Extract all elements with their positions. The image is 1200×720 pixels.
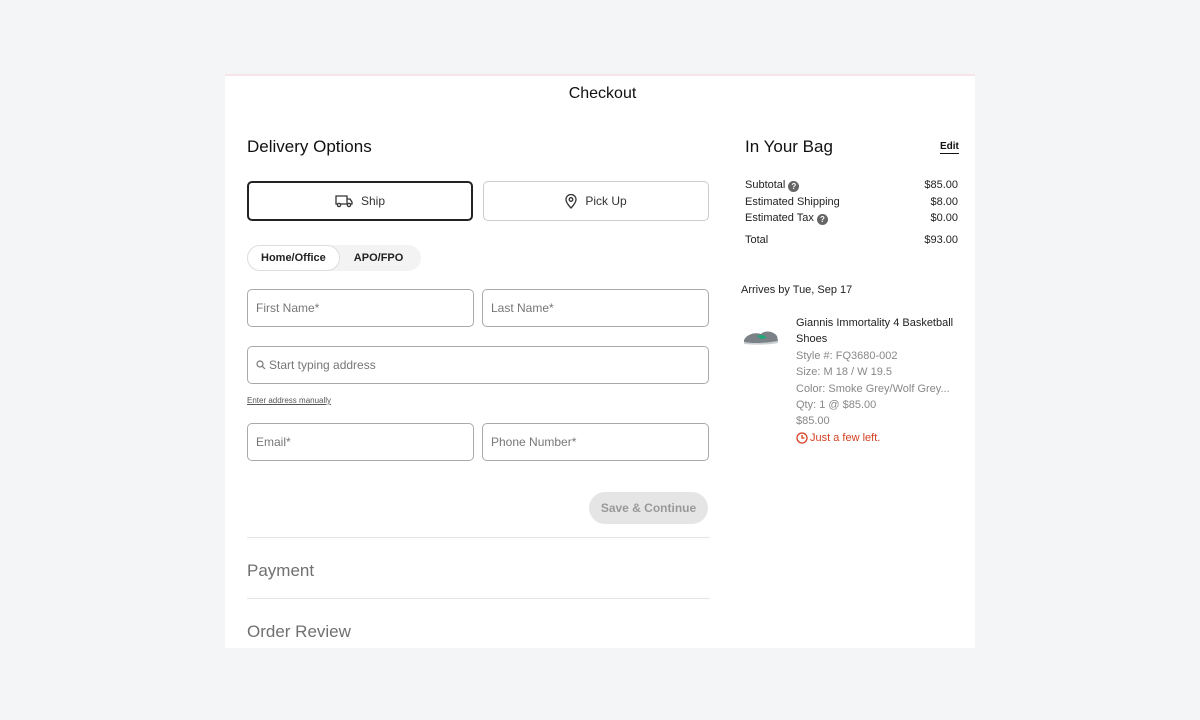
product-name[interactable]: Giannis Immortality 4 Basketball Shoes [796, 317, 954, 346]
clock-icon [796, 432, 808, 444]
address-type-apo-fpo[interactable]: APO/FPO [353, 252, 404, 264]
divider [247, 598, 710, 599]
product-qty: Qty: 1 @ $85.00 [796, 399, 877, 412]
address-search-input[interactable]: Start typing address [247, 346, 709, 384]
delivery-options-heading: Delivery Options [247, 137, 372, 156]
tax-row: Estimated Tax? $0.00 [745, 212, 958, 225]
help-icon[interactable]: ? [788, 181, 800, 192]
address-type-home-office[interactable]: Home/Office [247, 245, 340, 271]
address-placeholder: Start typing address [269, 358, 376, 372]
divider [247, 537, 710, 538]
edit-bag-link[interactable]: Edit [940, 141, 959, 154]
last-name-input[interactable]: Last Name* [482, 289, 709, 327]
phone-input[interactable]: Phone Number* [482, 423, 709, 461]
shipping-label: Estimated Shipping [745, 196, 840, 208]
total-value: $93.00 [924, 234, 958, 246]
subtotal-label: Subtotal [745, 179, 786, 191]
pickup-label: Pick Up [585, 194, 627, 208]
total-row: Total $93.00 [745, 234, 958, 246]
checkout-panel: Checkout Delivery Options Ship Pick Up H… [225, 74, 975, 648]
truck-icon [335, 195, 353, 208]
email-input[interactable]: Email* [247, 423, 474, 461]
tax-label: Estimated Tax [745, 212, 814, 224]
pickup-option-button[interactable]: Pick Up [483, 181, 709, 221]
ship-label: Ship [360, 194, 386, 208]
subtotal-row: Subtotal? $85.00 [745, 179, 958, 192]
stock-warning-text: Just a few left. [810, 431, 881, 444]
subtotal-value: $85.00 [924, 179, 958, 191]
bag-item: Giannis Immortality 4 Basketball Shoes S… [796, 315, 961, 446]
enter-address-manually-link[interactable]: Enter address manually [247, 396, 332, 405]
ship-option-button[interactable]: Ship [247, 181, 473, 221]
first-name-input[interactable]: First Name* [247, 289, 474, 327]
shipping-row: Estimated Shipping $8.00 [745, 196, 958, 208]
product-style: Style #: FQ3680-002 [796, 349, 898, 362]
product-price: $85.00 [796, 415, 830, 428]
product-size: Size: M 18 / W 19.5 [796, 366, 892, 379]
product-thumbnail[interactable] [743, 328, 779, 346]
address-type-toggle: Home/Office APO/FPO [247, 245, 421, 271]
payment-section-heading[interactable]: Payment [247, 561, 315, 580]
total-label: Total [745, 234, 769, 246]
arrival-date: Arrives by Tue, Sep 17 [741, 284, 853, 296]
location-pin-icon [565, 193, 577, 209]
page-title: Checkout [568, 85, 637, 102]
order-review-section-heading[interactable]: Order Review [247, 622, 351, 641]
help-icon[interactable]: ? [816, 214, 828, 225]
product-color: Color: Smoke Grey/Wolf Grey... [796, 382, 950, 395]
search-icon [256, 360, 266, 370]
bag-heading: In Your Bag [745, 137, 833, 156]
save-continue-button[interactable]: Save & Continue [589, 492, 708, 524]
tax-value: $0.00 [930, 212, 958, 224]
shipping-value: $8.00 [930, 196, 958, 208]
stock-warning: Just a few left. [796, 430, 961, 446]
